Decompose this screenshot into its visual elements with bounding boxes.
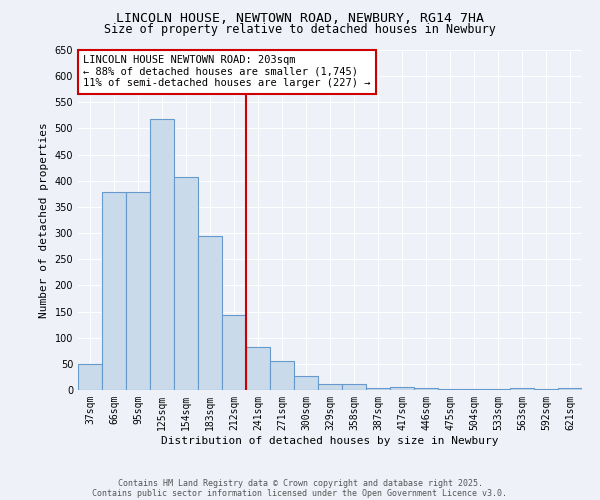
Bar: [126, 192, 150, 390]
Bar: [174, 176, 198, 390]
Text: Size of property relative to detached houses in Newbury: Size of property relative to detached ho…: [104, 22, 496, 36]
Bar: [150, 118, 174, 390]
Bar: [510, 388, 534, 390]
Bar: [438, 389, 462, 390]
X-axis label: Distribution of detached houses by size in Newbury: Distribution of detached houses by size …: [161, 436, 499, 446]
Bar: [318, 384, 342, 390]
Bar: [390, 388, 414, 390]
Text: LINCOLN HOUSE NEWTOWN ROAD: 203sqm
← 88% of detached houses are smaller (1,745)
: LINCOLN HOUSE NEWTOWN ROAD: 203sqm ← 88%…: [83, 55, 371, 88]
Bar: [294, 376, 318, 390]
Bar: [222, 315, 246, 390]
Text: Contains public sector information licensed under the Open Government Licence v3: Contains public sector information licen…: [92, 488, 508, 498]
Bar: [414, 388, 438, 390]
Y-axis label: Number of detached properties: Number of detached properties: [39, 122, 49, 318]
Bar: [102, 192, 126, 390]
Bar: [534, 389, 558, 390]
Bar: [198, 236, 222, 390]
Text: LINCOLN HOUSE, NEWTOWN ROAD, NEWBURY, RG14 7HA: LINCOLN HOUSE, NEWTOWN ROAD, NEWBURY, RG…: [116, 12, 484, 26]
Bar: [366, 388, 390, 390]
Text: Contains HM Land Registry data © Crown copyright and database right 2025.: Contains HM Land Registry data © Crown c…: [118, 478, 482, 488]
Bar: [342, 384, 366, 390]
Bar: [78, 364, 102, 390]
Bar: [246, 346, 270, 390]
Bar: [462, 389, 486, 390]
Bar: [558, 388, 582, 390]
Bar: [270, 361, 294, 390]
